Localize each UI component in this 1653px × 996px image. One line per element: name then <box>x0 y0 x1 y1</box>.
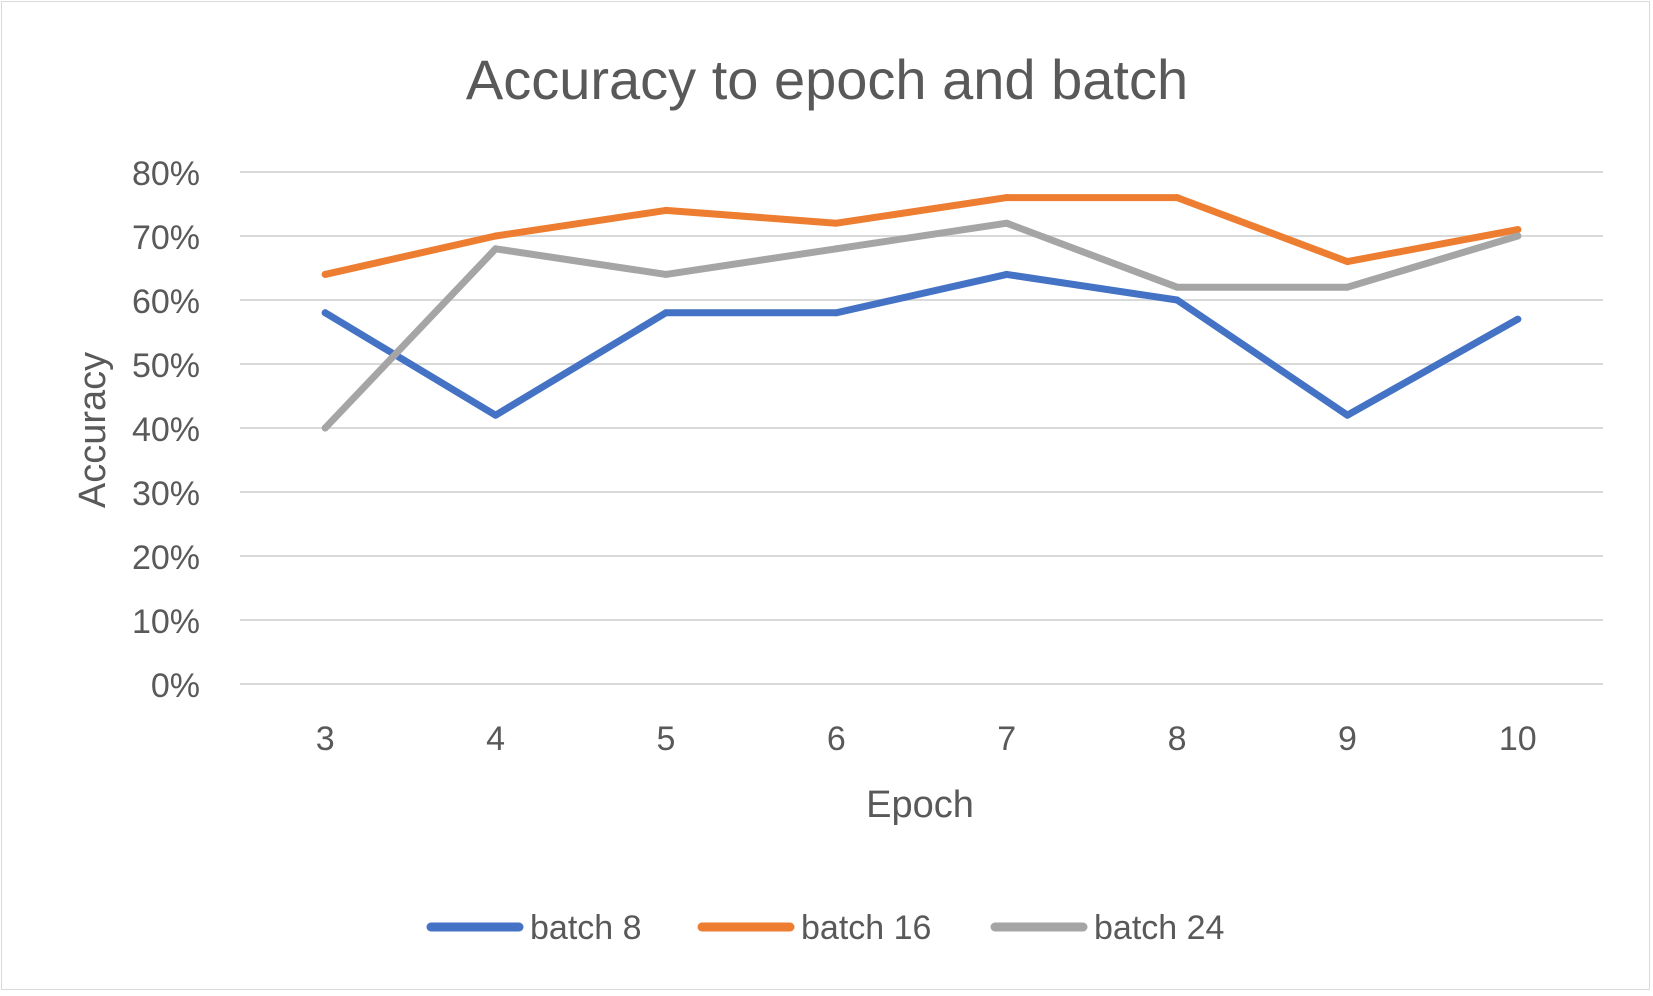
y-tick-label: 40% <box>132 411 200 449</box>
legend-label: batch 16 <box>801 909 931 947</box>
data-point <box>1003 270 1011 278</box>
data-point <box>321 424 329 432</box>
x-tick-label: 5 <box>656 720 675 758</box>
data-point <box>1173 296 1181 304</box>
data-point <box>1173 194 1181 202</box>
y-tick-label: 60% <box>132 283 200 321</box>
legend-item: batch 8 <box>426 909 642 947</box>
y-tick-label: 30% <box>132 475 200 513</box>
series-lines <box>321 194 1522 432</box>
data-point <box>662 270 670 278</box>
x-axis-tick-labels: 3 4 5 6 7 8 9 10 <box>316 720 1537 758</box>
data-point <box>492 245 500 253</box>
data-point <box>1514 232 1522 240</box>
y-tick-label: 0% <box>151 667 200 705</box>
series-line-batch-16 <box>321 194 1522 278</box>
data-point <box>832 309 840 317</box>
data-point <box>1514 315 1522 323</box>
data-point <box>1003 194 1011 202</box>
chart-title: Accuracy to epoch and batch <box>466 48 1188 111</box>
data-point <box>321 270 329 278</box>
legend-label: batch 8 <box>530 909 642 947</box>
data-point <box>1003 219 1011 227</box>
series-line-batch-24 <box>321 219 1522 432</box>
x-tick-label: 3 <box>316 720 335 758</box>
y-tick-label: 80% <box>132 155 200 193</box>
y-tick-label: 50% <box>132 347 200 385</box>
data-point <box>832 219 840 227</box>
y-tick-label: 10% <box>132 603 200 641</box>
y-tick-label: 20% <box>132 539 200 577</box>
data-point <box>1343 283 1351 291</box>
x-tick-label: 8 <box>1168 720 1187 758</box>
data-point <box>1514 226 1522 234</box>
x-tick-label: 7 <box>997 720 1016 758</box>
x-tick-label: 10 <box>1499 720 1537 758</box>
data-point <box>492 411 500 419</box>
legend-item: batch 24 <box>990 909 1224 947</box>
y-tick-label: 70% <box>132 219 200 257</box>
y-axis-label: Accuracy <box>72 352 114 508</box>
data-point <box>492 232 500 240</box>
data-point <box>1343 411 1351 419</box>
data-point <box>662 206 670 214</box>
x-axis-label: Epoch <box>866 784 974 826</box>
data-point <box>1173 283 1181 291</box>
series-line-batch-8 <box>321 270 1522 419</box>
data-point <box>321 309 329 317</box>
legend-label: batch 24 <box>1094 909 1224 947</box>
y-axis-tick-labels: 0% 10% 20% 30% 40% 50% 60% 70% 80% <box>132 155 200 705</box>
x-tick-label: 4 <box>486 720 505 758</box>
data-point <box>1343 258 1351 266</box>
x-tick-label: 6 <box>827 720 846 758</box>
data-point <box>662 309 670 317</box>
x-tick-label: 9 <box>1338 720 1357 758</box>
data-point <box>832 245 840 253</box>
gridlines <box>240 171 1603 685</box>
legend-item: batch 16 <box>697 909 931 947</box>
legend: batch 8 batch 16 batch 24 <box>426 909 1224 947</box>
